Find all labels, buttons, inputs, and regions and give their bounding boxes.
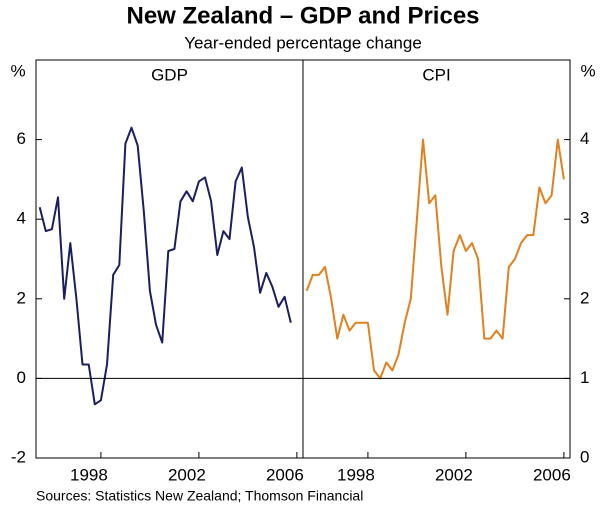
y-tick-label: 4 (17, 209, 26, 228)
panel-title: CPI (422, 65, 450, 84)
y-tick-label: 2 (580, 288, 589, 307)
y-tick-label: 1 (580, 368, 589, 387)
x-tick-label: 2006 (533, 465, 571, 484)
x-tick-label: 1998 (337, 465, 375, 484)
y-axis-label: % (10, 61, 25, 80)
line-series (305, 138, 565, 380)
y-tick-label: 2 (17, 288, 26, 307)
x-tick-label: 2002 (435, 465, 473, 484)
y-tick-label: -2 (11, 447, 26, 466)
chart-title: New Zealand – GDP and Prices (126, 2, 479, 29)
panel-title: GDP (151, 65, 188, 84)
chart-subtitle: Year-ended percentage change (184, 33, 422, 52)
line-series (38, 126, 292, 406)
source-note: Sources: Statistics New Zealand; Thomson… (36, 488, 363, 504)
y-axis-label: % (580, 61, 595, 80)
y-tick-label: 0 (17, 368, 26, 387)
x-tick-label: 2006 (266, 465, 304, 484)
y-tick-label: 3 (580, 209, 589, 228)
y-tick-label: 6 (17, 129, 26, 148)
y-tick-label: 4 (580, 129, 589, 148)
y-tick-label: 0 (580, 447, 589, 466)
x-tick-label: 1998 (70, 465, 108, 484)
x-tick-label: 2002 (168, 465, 206, 484)
